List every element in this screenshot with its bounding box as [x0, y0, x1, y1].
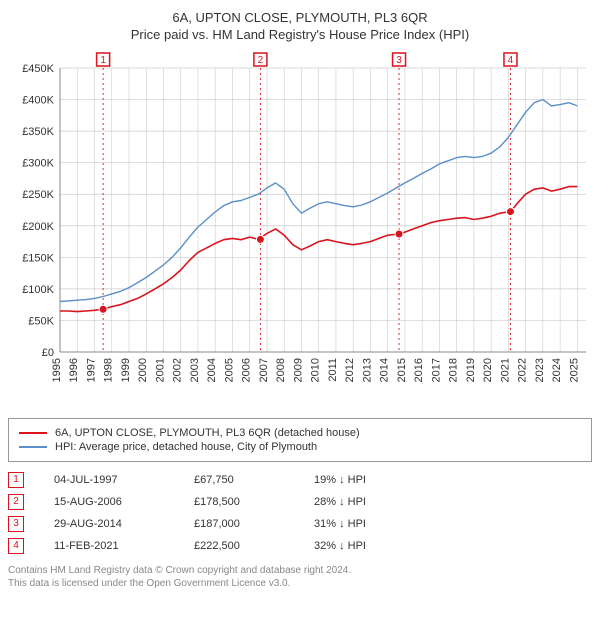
svg-text:£50K: £50K	[28, 315, 54, 327]
svg-text:2010: 2010	[310, 358, 322, 382]
transaction-delta: 31% ↓ HPI	[314, 518, 434, 530]
chart-svg: £0 £50K £100K £150K £200K £250K £300K £350K £400…	[8, 50, 592, 410]
svg-text:2006: 2006	[241, 358, 253, 382]
svg-text:2024: 2024	[551, 358, 563, 382]
legend: 6A, UPTON CLOSE, PLYMOUTH, PL3 6QR (deta…	[8, 418, 592, 462]
svg-text:2019: 2019	[465, 358, 477, 382]
svg-text:2016: 2016	[413, 358, 425, 382]
svg-text:£200K: £200K	[22, 221, 54, 233]
svg-text:1: 1	[100, 55, 106, 66]
svg-text:£300K: £300K	[22, 157, 54, 169]
svg-text:2012: 2012	[344, 358, 356, 382]
chart: £0 £50K £100K £150K £200K £250K £300K £350K £400…	[8, 50, 592, 410]
legend-item: 6A, UPTON CLOSE, PLYMOUTH, PL3 6QR (deta…	[19, 427, 581, 439]
svg-text:£250K: £250K	[22, 189, 54, 201]
svg-text:2007: 2007	[258, 358, 270, 382]
svg-text:1999: 1999	[120, 358, 132, 382]
transaction-row: 2 15-AUG-2006£178,50028% ↓ HPI	[8, 494, 592, 510]
svg-text:2025: 2025	[568, 358, 580, 382]
svg-text:2002: 2002	[172, 358, 184, 382]
svg-text:3: 3	[396, 55, 402, 66]
legend-swatch	[19, 446, 47, 448]
svg-text:4: 4	[508, 55, 514, 66]
transaction-date: 04-JUL-1997	[54, 474, 194, 486]
svg-text:2008: 2008	[275, 358, 287, 382]
transaction-marker: 2	[8, 494, 24, 510]
transaction-marker: 4	[8, 538, 24, 554]
transaction-delta: 32% ↓ HPI	[314, 540, 434, 552]
legend-swatch	[19, 432, 47, 434]
transaction-price: £178,500	[194, 496, 314, 508]
svg-text:2003: 2003	[189, 358, 201, 382]
svg-text:2005: 2005	[223, 358, 235, 382]
svg-text:2011: 2011	[327, 358, 339, 382]
transaction-date: 15-AUG-2006	[54, 496, 194, 508]
transaction-marker: 3	[8, 516, 24, 532]
transaction-row: 4 11-FEB-2021£222,50032% ↓ HPI	[8, 538, 592, 554]
svg-text:£400K: £400K	[22, 94, 54, 106]
svg-text:2022: 2022	[517, 358, 529, 382]
svg-text:2000: 2000	[137, 358, 149, 382]
svg-text:2004: 2004	[206, 358, 218, 382]
transaction-price: £222,500	[194, 540, 314, 552]
svg-text:£100K: £100K	[22, 284, 54, 296]
chart-title: 6A, UPTON CLOSE, PLYMOUTH, PL3 6QR	[8, 10, 592, 27]
svg-text:2017: 2017	[430, 358, 442, 382]
transaction-row: 3 29-AUG-2014£187,00031% ↓ HPI	[8, 516, 592, 532]
svg-text:2013: 2013	[361, 358, 373, 382]
transaction-row: 1 04-JUL-1997£67,75019% ↓ HPI	[8, 472, 592, 488]
svg-text:2023: 2023	[534, 358, 546, 382]
svg-text:£0: £0	[42, 347, 54, 359]
svg-text:1995: 1995	[51, 358, 63, 382]
svg-text:£150K: £150K	[22, 252, 54, 264]
transactions-table: 1 04-JUL-1997£67,75019% ↓ HPI 2 15-AUG-2006…	[8, 472, 592, 554]
transaction-price: £67,750	[194, 474, 314, 486]
svg-text:2001: 2001	[154, 358, 166, 382]
svg-text:£450K: £450K	[22, 63, 54, 75]
svg-text:1997: 1997	[85, 358, 97, 382]
footer-line-1: Contains HM Land Registry data © Crown c…	[8, 564, 592, 577]
legend-label: 6A, UPTON CLOSE, PLYMOUTH, PL3 6QR (deta…	[55, 427, 360, 439]
svg-text:2018: 2018	[448, 358, 460, 382]
footer: Contains HM Land Registry data © Crown c…	[8, 564, 592, 590]
svg-text:2021: 2021	[499, 358, 511, 382]
footer-line-2: This data is licensed under the Open Gov…	[8, 577, 592, 590]
chart-subtitle: Price paid vs. HM Land Registry's House …	[8, 27, 592, 44]
svg-text:1998: 1998	[103, 358, 115, 382]
svg-text:£350K: £350K	[22, 126, 54, 138]
transaction-marker: 1	[8, 472, 24, 488]
svg-text:1996: 1996	[68, 358, 80, 382]
svg-text:2020: 2020	[482, 358, 494, 382]
legend-label: HPI: Average price, detached house, City…	[55, 441, 317, 453]
transaction-delta: 19% ↓ HPI	[314, 474, 434, 486]
transaction-delta: 28% ↓ HPI	[314, 496, 434, 508]
legend-item: HPI: Average price, detached house, City…	[19, 441, 581, 453]
svg-text:2009: 2009	[292, 358, 304, 382]
svg-text:2015: 2015	[396, 358, 408, 382]
transaction-price: £187,000	[194, 518, 314, 530]
svg-text:2014: 2014	[379, 358, 391, 382]
transaction-date: 11-FEB-2021	[54, 540, 194, 552]
transaction-date: 29-AUG-2014	[54, 518, 194, 530]
svg-text:2: 2	[258, 55, 264, 66]
